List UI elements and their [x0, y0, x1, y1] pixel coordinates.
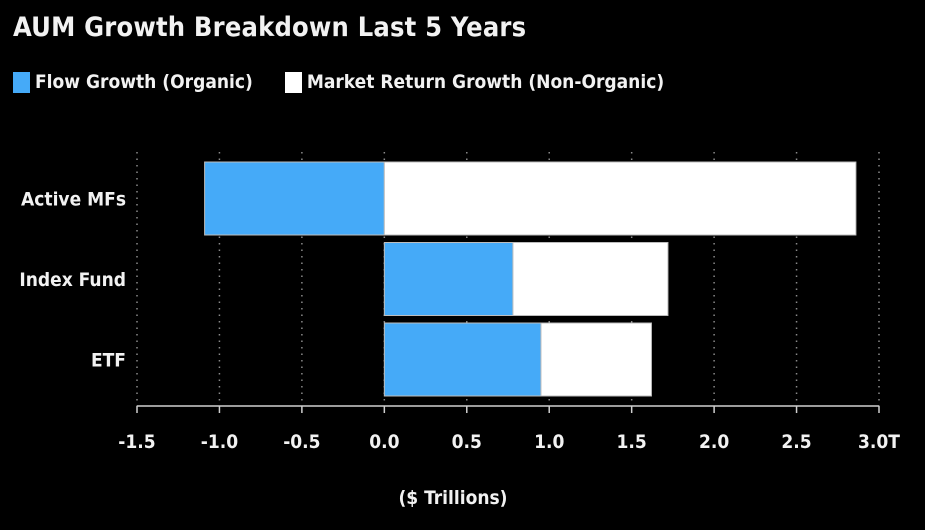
- legend: Flow Growth (Organic) Market Return Grow…: [13, 68, 696, 96]
- legend-swatch-market: [284, 71, 302, 93]
- legend-item-market: Market Return Growth (Non-Organic): [284, 71, 665, 93]
- legend-label-market: Market Return Growth (Non-Organic): [306, 71, 665, 93]
- x-tick-label: 0.0: [369, 431, 399, 453]
- bar-segment: [540, 322, 652, 397]
- x-tick-label: 2.0: [699, 431, 729, 453]
- category-label: ETF: [91, 350, 126, 372]
- x-axis-label: ($ Trillions): [399, 487, 508, 509]
- x-tick-label: 3.0T: [858, 431, 900, 453]
- bar-segment: [204, 161, 385, 236]
- category-label: Index Fund: [19, 269, 126, 291]
- bar-segment: [383, 322, 542, 397]
- bar-segment: [512, 242, 669, 316]
- legend-item-flow: Flow Growth (Organic): [13, 71, 253, 93]
- x-tick-label: 2.5: [781, 431, 811, 453]
- x-tick-label: 0.5: [452, 431, 482, 453]
- x-tick-label: -1.5: [118, 431, 155, 453]
- legend-swatch-flow: [13, 71, 30, 93]
- x-tick-label: 1.5: [617, 431, 647, 453]
- category-label: Active MFs: [21, 189, 126, 211]
- chart-title: AUM Growth Breakdown Last 5 Years: [13, 12, 527, 43]
- legend-label-flow: Flow Growth (Organic): [35, 71, 253, 93]
- x-tick-label: -1.0: [201, 431, 238, 453]
- bar-segment: [383, 242, 514, 316]
- bar-segment: [383, 161, 857, 236]
- x-tick-label: 1.0: [534, 431, 564, 453]
- x-tick-label: -0.5: [283, 431, 320, 453]
